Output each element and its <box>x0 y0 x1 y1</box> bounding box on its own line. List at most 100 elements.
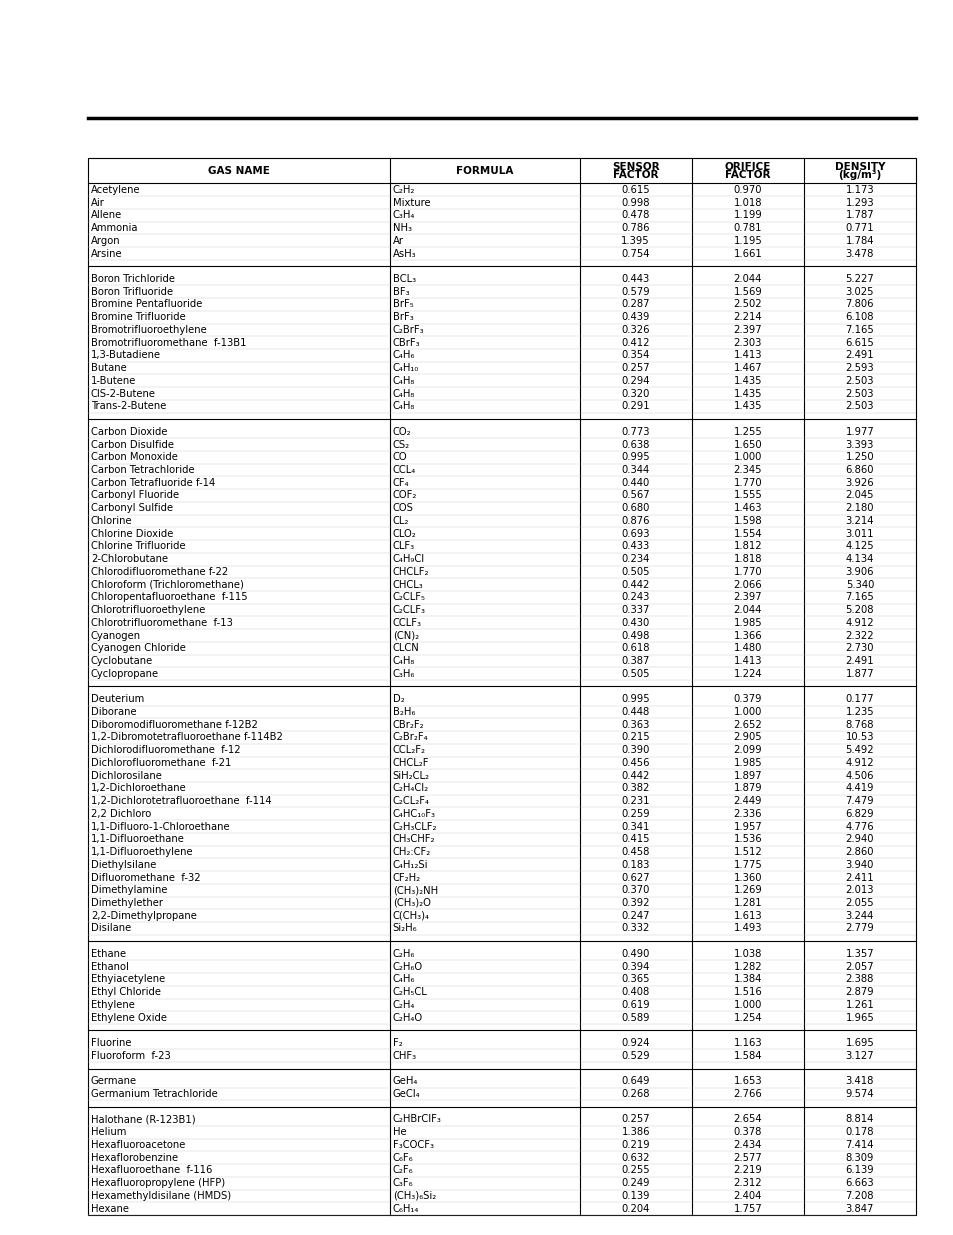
Text: 2.730: 2.730 <box>844 643 873 653</box>
Text: 1,1-Difluoroethylene: 1,1-Difluoroethylene <box>91 847 193 857</box>
Text: C₂H₆: C₂H₆ <box>393 948 415 958</box>
Text: 1.467: 1.467 <box>733 363 761 373</box>
Text: 1.384: 1.384 <box>733 974 761 984</box>
Text: 0.332: 0.332 <box>620 924 649 934</box>
Text: 0.970: 0.970 <box>733 185 761 195</box>
Text: C₄H₈: C₄H₈ <box>393 656 415 666</box>
Text: 2.577: 2.577 <box>733 1152 761 1162</box>
Text: 4.912: 4.912 <box>844 758 873 768</box>
Text: 0.320: 0.320 <box>620 389 649 399</box>
Text: 1.293: 1.293 <box>844 198 873 207</box>
Text: 0.249: 0.249 <box>620 1178 649 1188</box>
Text: 0.379: 0.379 <box>733 694 761 704</box>
Text: C₂CL₂F₄: C₂CL₂F₄ <box>393 797 430 806</box>
Text: 2.180: 2.180 <box>844 503 873 514</box>
Text: 2.044: 2.044 <box>733 605 761 615</box>
Text: CF₄: CF₄ <box>393 478 409 488</box>
Text: 0.178: 0.178 <box>844 1128 873 1137</box>
Text: FACTOR: FACTOR <box>724 169 770 179</box>
Text: COF₂: COF₂ <box>393 490 416 500</box>
Text: 0.995: 0.995 <box>620 452 649 462</box>
Text: 2.312: 2.312 <box>733 1178 761 1188</box>
Text: 0.204: 0.204 <box>620 1204 649 1214</box>
Text: 6.615: 6.615 <box>844 337 873 348</box>
Text: 0.627: 0.627 <box>620 872 649 883</box>
Text: 7.165: 7.165 <box>844 593 873 603</box>
Text: 0.370: 0.370 <box>620 885 649 895</box>
Text: 0.255: 0.255 <box>620 1166 649 1176</box>
Text: 1.357: 1.357 <box>844 948 873 958</box>
Text: 2.099: 2.099 <box>733 745 761 755</box>
Text: 3.244: 3.244 <box>845 910 873 921</box>
Text: 2.055: 2.055 <box>844 898 873 908</box>
Text: 5.227: 5.227 <box>844 274 873 284</box>
Text: 1.661: 1.661 <box>733 248 761 258</box>
Text: 7.165: 7.165 <box>844 325 873 335</box>
Text: C₄H₈: C₄H₈ <box>393 375 415 385</box>
Text: Boron Trichloride: Boron Trichloride <box>91 274 174 284</box>
Text: 3.847: 3.847 <box>845 1204 873 1214</box>
Text: 0.387: 0.387 <box>620 656 649 666</box>
Text: 0.619: 0.619 <box>620 1000 649 1010</box>
Text: CHCL₃: CHCL₃ <box>393 579 423 589</box>
Text: 1.512: 1.512 <box>733 847 761 857</box>
Text: 1.195: 1.195 <box>733 236 761 246</box>
Text: 0.378: 0.378 <box>733 1128 761 1137</box>
Text: 0.259: 0.259 <box>620 809 649 819</box>
Text: Cyanogen Chloride: Cyanogen Chloride <box>91 643 186 653</box>
Text: (CN)₂: (CN)₂ <box>393 631 418 641</box>
Text: 2.491: 2.491 <box>844 656 873 666</box>
Text: 2.503: 2.503 <box>844 401 873 411</box>
Text: Dichlorosilane: Dichlorosilane <box>91 771 162 781</box>
Text: Dichlorofluoromethane  f-21: Dichlorofluoromethane f-21 <box>91 758 232 768</box>
Text: 0.773: 0.773 <box>620 427 649 437</box>
Text: 0.567: 0.567 <box>620 490 649 500</box>
Text: Helium: Helium <box>91 1128 126 1137</box>
Text: Chlorine: Chlorine <box>91 516 132 526</box>
Text: BCL₃: BCL₃ <box>393 274 416 284</box>
Text: 3.393: 3.393 <box>845 440 873 450</box>
Text: 2.388: 2.388 <box>845 974 873 984</box>
Text: 0.177: 0.177 <box>844 694 873 704</box>
Text: C₄HC₁₀F₃: C₄HC₁₀F₃ <box>393 809 436 819</box>
Text: GeCl₄: GeCl₄ <box>393 1089 420 1099</box>
Text: 1.787: 1.787 <box>844 210 873 220</box>
Text: C₂HBrClF₃: C₂HBrClF₃ <box>393 1114 441 1125</box>
Text: 2.404: 2.404 <box>733 1191 761 1200</box>
Text: CO₂: CO₂ <box>393 427 411 437</box>
Text: 8.309: 8.309 <box>845 1152 873 1162</box>
Text: C₄H₉Cl: C₄H₉Cl <box>393 555 424 564</box>
Text: 1,2-Dibromotetrafluoroethane f-114B2: 1,2-Dibromotetrafluoroethane f-114B2 <box>91 732 283 742</box>
Text: B₂H₆: B₂H₆ <box>393 706 415 718</box>
Text: NH₃: NH₃ <box>393 224 412 233</box>
Text: 2.503: 2.503 <box>844 375 873 385</box>
Text: 2.303: 2.303 <box>733 337 761 348</box>
Text: 7.208: 7.208 <box>844 1191 873 1200</box>
Text: 1.536: 1.536 <box>733 835 761 845</box>
Text: 1.435: 1.435 <box>733 401 761 411</box>
Text: 0.589: 0.589 <box>620 1013 649 1023</box>
Text: 0.326: 0.326 <box>620 325 649 335</box>
Text: Hexafluoroethane  f-116: Hexafluoroethane f-116 <box>91 1166 213 1176</box>
Text: CF₂H₂: CF₂H₂ <box>393 872 420 883</box>
Text: 0.139: 0.139 <box>620 1191 649 1200</box>
Text: Cyanogen: Cyanogen <box>91 631 141 641</box>
Text: CS₂: CS₂ <box>393 440 410 450</box>
Text: 0.478: 0.478 <box>620 210 649 220</box>
Text: Fluorine: Fluorine <box>91 1039 132 1049</box>
Text: 1.653: 1.653 <box>733 1076 761 1087</box>
Text: 1.775: 1.775 <box>733 860 761 869</box>
Text: C₄H₁₀: C₄H₁₀ <box>393 363 418 373</box>
Text: 1.163: 1.163 <box>733 1039 761 1049</box>
Text: 0.649: 0.649 <box>620 1076 649 1087</box>
Text: 1.598: 1.598 <box>733 516 761 526</box>
Text: 1.435: 1.435 <box>733 375 761 385</box>
Text: C₂CLF₃: C₂CLF₃ <box>393 605 425 615</box>
Text: 1.250: 1.250 <box>844 452 873 462</box>
Text: 4.125: 4.125 <box>844 541 873 551</box>
Text: 0.632: 0.632 <box>620 1152 649 1162</box>
Text: 0.408: 0.408 <box>621 987 649 997</box>
Text: C₆F₆: C₆F₆ <box>393 1152 413 1162</box>
Text: 0.439: 0.439 <box>620 312 649 322</box>
Text: 0.433: 0.433 <box>621 541 649 551</box>
